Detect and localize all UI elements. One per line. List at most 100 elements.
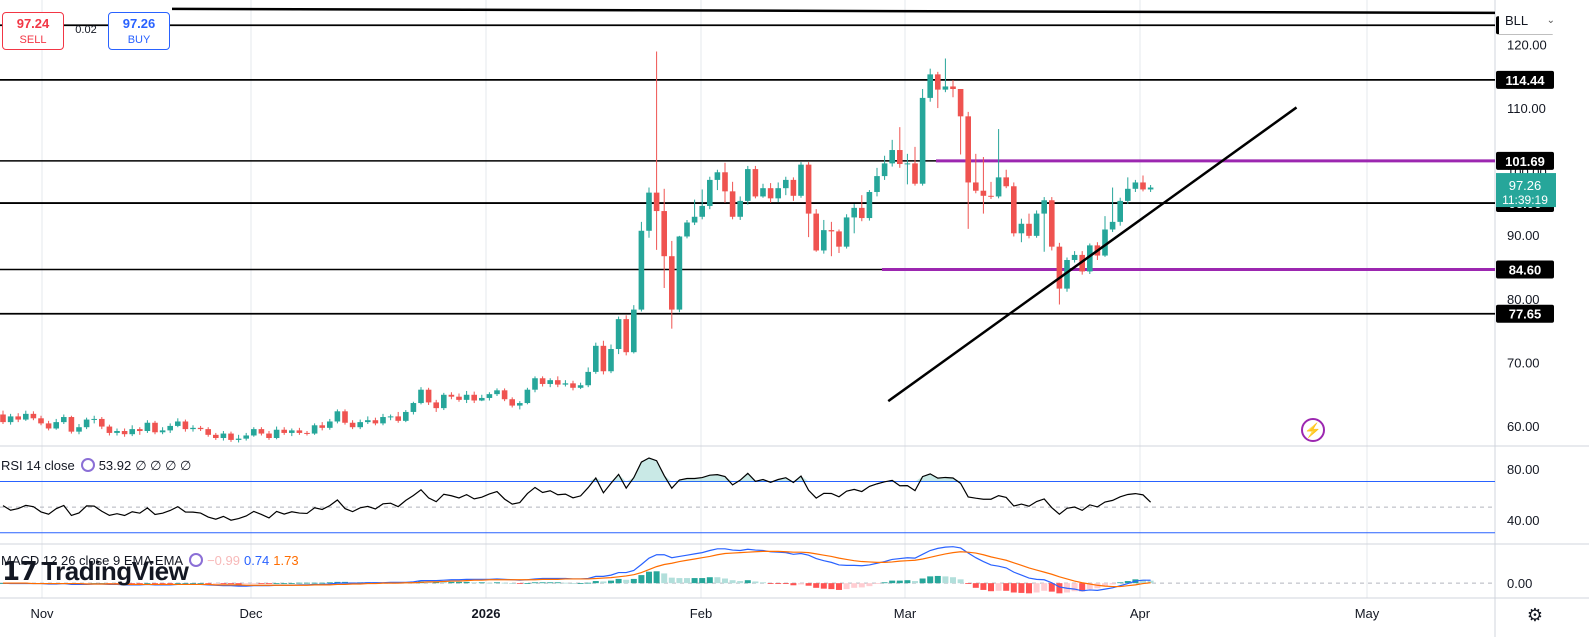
candle xyxy=(99,418,105,427)
candle xyxy=(137,429,143,432)
candle xyxy=(403,411,409,421)
candle xyxy=(7,416,14,423)
trendline xyxy=(887,106,1298,403)
macd-histogram-bar xyxy=(448,581,455,584)
candle xyxy=(517,403,523,406)
candle xyxy=(1056,246,1063,289)
macd-histogram-bar xyxy=(851,583,858,588)
candle xyxy=(152,422,158,433)
candle xyxy=(494,390,500,395)
rsi-line xyxy=(2,457,1152,521)
macd-histogram-bar xyxy=(874,583,880,585)
gear-icon[interactable]: ⚙ xyxy=(1526,605,1544,625)
candle xyxy=(828,230,835,232)
candle xyxy=(15,416,21,420)
candle xyxy=(235,438,242,440)
macd-histogram-bar xyxy=(957,579,964,584)
candles xyxy=(0,51,1154,443)
candle xyxy=(593,345,599,372)
level-price-tag xyxy=(1496,151,1554,170)
candle xyxy=(342,411,348,423)
macd-histogram-bar xyxy=(592,581,599,584)
macd-histogram-bar xyxy=(615,578,622,584)
candle xyxy=(783,179,789,189)
level-price-tag xyxy=(1496,70,1554,89)
grid-lines xyxy=(41,0,1368,598)
macd-histogram-bar xyxy=(524,583,531,584)
macd-tick-label: 0.00 xyxy=(1507,576,1532,591)
tv-logo-icon: 𝟭𝟳 xyxy=(2,556,38,586)
sell-price: 97.24 xyxy=(16,16,50,31)
macd-histogram-bar xyxy=(258,583,265,584)
macd-histogram-bar xyxy=(737,581,744,584)
candle xyxy=(722,172,728,192)
candle xyxy=(1026,223,1032,236)
candle xyxy=(1147,187,1154,190)
price-tick-label: 60.00 xyxy=(1507,419,1540,434)
macd-histogram-bar xyxy=(927,576,934,584)
macd-histogram-bar xyxy=(235,583,242,585)
time-axis: Nov Dec 2026 Feb Mar Apr May xyxy=(30,606,1379,621)
macd-histogram-bar xyxy=(782,583,789,585)
macd-signal-line xyxy=(3,550,1151,588)
candle xyxy=(555,380,561,385)
macd-histogram-bar xyxy=(904,580,911,584)
macd-histogram-bar xyxy=(228,583,234,585)
macd-histogram-bar xyxy=(250,583,257,584)
price-tick-label: 90.00 xyxy=(1507,228,1540,243)
tradingview-logo[interactable]: 𝟭𝟳 TradingView xyxy=(2,556,189,587)
candle xyxy=(486,394,493,398)
macd-histogram-bar xyxy=(425,581,432,584)
macd-histogram-bar xyxy=(661,573,668,584)
last-price-tag xyxy=(1496,173,1556,208)
candle xyxy=(471,394,477,401)
macd-histogram-bar xyxy=(813,583,820,588)
candle xyxy=(296,430,303,433)
macd-histogram-bar xyxy=(220,583,227,585)
candle xyxy=(38,418,44,424)
candle xyxy=(197,427,204,430)
macd-line-value: 0.74 xyxy=(243,553,270,568)
level-price-label: 101.69 xyxy=(1505,154,1545,169)
macd-histogram-bar xyxy=(539,582,546,584)
candle xyxy=(539,378,546,384)
candle xyxy=(1079,254,1085,272)
price-tick-label: 110.00 xyxy=(1507,101,1546,116)
candle xyxy=(615,319,622,350)
rsi-tick-label: 40.00 xyxy=(1507,513,1540,528)
candle xyxy=(509,399,515,406)
buy-button[interactable]: 97.26 BUY xyxy=(108,12,170,50)
macd-histogram-bar xyxy=(266,583,272,584)
macd-histogram-bar xyxy=(950,577,956,584)
rsi-legend[interactable]: RSI 14 close 53.92 ∅ ∅ ∅ ∅ xyxy=(1,458,195,474)
macd-histogram-bar xyxy=(486,582,493,584)
macd-histogram-bar xyxy=(1026,583,1032,594)
rsi-tick-label: 80.00 xyxy=(1507,462,1540,477)
macd-histogram-bar xyxy=(760,582,766,584)
symbol-selector[interactable]: BLL ⌄ xyxy=(1499,8,1559,34)
macd-legend[interactable]: MACD 12 26 close 9 EMA EMA −0.99 0.74 1.73 xyxy=(1,553,303,568)
macd-histogram-bar xyxy=(288,583,295,584)
candle xyxy=(106,426,113,433)
candle xyxy=(45,423,52,429)
macd-histogram-bar xyxy=(243,583,250,585)
candle xyxy=(995,177,1002,197)
indicator-settings-icon[interactable] xyxy=(189,553,204,567)
candle xyxy=(304,432,310,434)
indicator-settings-icon[interactable] xyxy=(80,458,95,472)
candle xyxy=(159,430,166,433)
rsi-pane: 40.00 80.00 xyxy=(0,457,1540,534)
candle xyxy=(349,422,356,428)
candle xyxy=(942,86,949,90)
candle xyxy=(418,389,424,404)
macd-histogram-bar xyxy=(478,582,485,584)
lightning-icon[interactable]: ⚡ xyxy=(1301,418,1325,442)
macd-histogram-bar xyxy=(1010,583,1017,593)
macd-histogram-bar xyxy=(326,582,333,584)
macd-histogram-bar xyxy=(334,581,341,584)
sell-button[interactable]: 97.24 SELL xyxy=(2,12,64,50)
time-axis-label: 2026 xyxy=(472,606,501,621)
macd-histogram-bar xyxy=(790,583,797,586)
